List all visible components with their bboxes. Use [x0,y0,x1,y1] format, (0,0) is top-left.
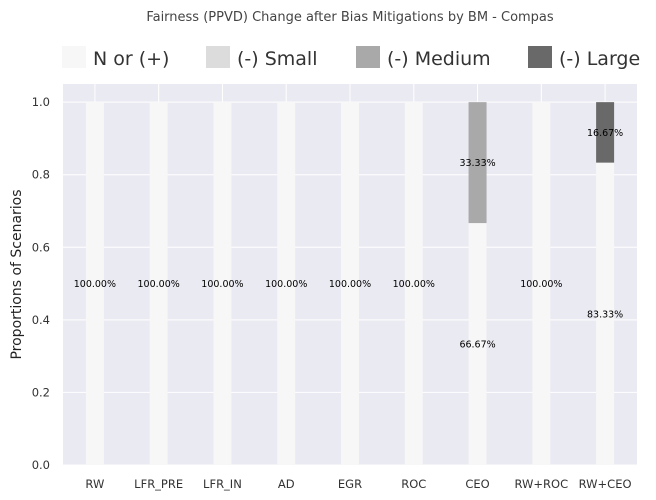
y-tick-label: 0.6 [32,240,50,254]
bar-segment [468,102,487,224]
legend-swatch [356,46,380,68]
bar-segment [596,162,615,465]
y-tick-label: 0.8 [32,168,50,182]
data-label: 100.00% [74,279,116,290]
x-tick-label: ROC [401,477,426,491]
data-label: 83.33% [587,309,623,320]
bar-segment [596,102,615,163]
data-label: 100.00% [329,279,371,290]
x-tick-label: AD [278,477,295,491]
data-label: 100.00% [201,279,243,290]
data-label: 100.00% [520,279,562,290]
legend-label: N or (+) [93,48,169,70]
bar-segment [149,102,168,466]
data-label: 100.00% [265,279,307,290]
bar-segment [532,102,551,466]
y-tick-label: 0.0 [32,458,50,472]
data-label: 100.00% [138,279,180,290]
bar-segment [404,102,423,466]
x-tick-label: RW [85,477,104,491]
legend-label: (-) Large [559,48,640,70]
y-tick-label: 0.4 [32,313,50,327]
data-label: 66.67% [459,340,495,351]
x-tick-label: LFR_IN [203,477,242,491]
legend-swatch [62,46,86,68]
data-label: 100.00% [393,279,435,290]
y-tick-label: 0.2 [32,385,50,399]
x-tick-label: CEO [465,477,489,491]
legend-label: (-) Medium [387,48,491,70]
legend-label: (-) Small [237,48,318,70]
legend-swatch [206,46,230,68]
x-tick-label: RW+CEO [579,477,632,491]
bar-segment [468,223,487,465]
x-tick-label: RW+ROC [515,477,569,491]
bar-segment [341,102,359,466]
x-tick-label: EGR [338,477,362,491]
data-label: 16.67% [587,128,623,139]
legend-swatch [528,46,552,68]
x-tick-label: LFR_PRE [134,477,183,491]
bar-segment [277,102,296,466]
bar-segment [213,102,232,466]
bar-segment [85,102,104,466]
y-tick-label: 1.0 [32,95,50,109]
y-axis-label: Proportions of Scenarios [9,189,25,359]
chart-title: Fairness (PPVD) Change after Bias Mitiga… [146,10,554,25]
data-label: 33.33% [459,158,495,169]
